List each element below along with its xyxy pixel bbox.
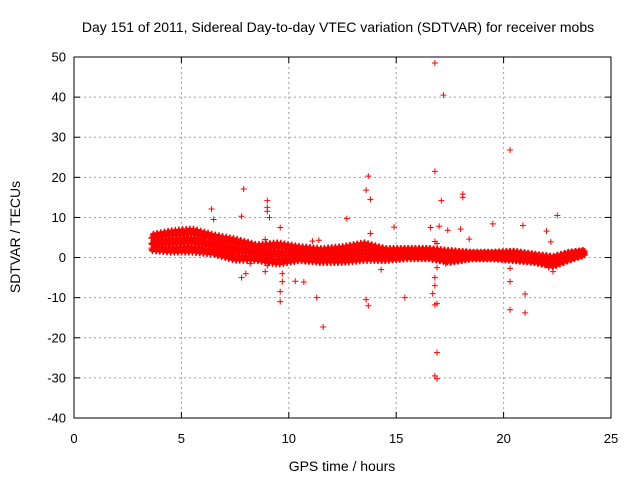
y-tick-label: 50 [52,50,66,65]
data-point-outlier [545,264,552,271]
data-point-outlier [277,288,284,295]
y-tick-label: 0 [59,250,66,265]
data-point-outlier [264,262,271,269]
data-point-outlier [434,264,441,271]
data-point-outlier [279,278,286,285]
data-point-outlier [522,309,529,316]
data-point-outlier [238,213,245,220]
data-point-outlier [431,274,438,281]
data-point-outlier [431,282,438,289]
data-point-outlier [281,250,288,257]
x-tick-label: 20 [496,431,510,446]
data-point-outlier [367,230,374,237]
data-point-outlier [427,224,434,231]
x-axis-title: GPS time / hours [289,458,396,474]
data-point-outlier [547,238,554,245]
data-points [148,60,588,382]
data-point-outlier [277,298,284,305]
data-point-outlier [320,323,327,330]
data-point-outlier [434,240,441,247]
y-axis-title: SDTVAR / TECUs [7,181,23,293]
y-tick-label: 30 [52,130,66,145]
x-tick-label: 15 [389,431,403,446]
data-point-outlier [519,222,526,229]
y-tick-label: 40 [52,90,66,105]
data-point-outlier [242,270,249,277]
data-point-outlier [401,294,408,301]
data-point-outlier [208,206,215,213]
data-point-outlier [363,296,370,303]
data-point-outlier [507,306,514,313]
axis-ticks: -40 -30 -20 -10 0 10 20 30 40 50 0 5 10 15 20 25 [47,50,618,447]
data-point-outlier [343,215,350,222]
data-point-outlier [240,185,247,192]
data-point-outlier [442,260,449,267]
chart-title: Day 151 of 2011, Sidereal Day-to-day VTE… [82,19,594,35]
data-point [581,248,588,255]
data-point-outlier [309,238,316,245]
data-point-outlier [262,268,269,275]
y-tick-label: -20 [47,330,66,345]
y-tick-label: -10 [47,290,66,305]
data-point-outlier [429,290,436,297]
y-tick-label: -40 [47,411,66,426]
data-point-outlier [466,236,473,243]
data-point-outlier [554,212,561,219]
data-point-outlier [365,302,372,309]
y-tick-label: -30 [47,370,66,385]
data-point-outlier [459,194,466,201]
data-point-outlier [434,375,441,382]
data-point-outlier [210,216,217,223]
y-tick-label: 10 [52,210,66,225]
gridlines [74,57,611,418]
data-point-outlier [264,197,271,204]
data-point-outlier [264,208,271,215]
x-tick-label: 10 [282,431,296,446]
data-point-outlier [489,220,496,227]
data-point-outlier [247,260,254,267]
data-point-outlier [431,60,438,67]
data-point-outlier [391,224,398,231]
y-tick-label: 20 [52,170,66,185]
data-point-outlier [438,197,445,204]
data-point-outlier [457,226,464,233]
data-point-outlier [262,236,269,243]
data-point-outlier [315,237,322,244]
data-point-outlier [444,227,451,234]
data-point-outlier [266,214,273,221]
x-tick-label: 25 [604,431,618,446]
data-point-outlier [238,274,245,281]
data-point-outlier [522,291,529,298]
data-point-outlier [367,196,374,203]
data-point-outlier [279,270,286,277]
data-point-outlier [434,300,441,307]
data-point-outlier [313,294,320,301]
data-point-outlier [363,187,370,194]
data-point-outlier [300,279,307,286]
data-point-outlier [507,147,514,154]
data-point-outlier [434,349,441,356]
plot-frame [73,56,612,419]
data-point-outlier [378,266,385,273]
data-point-outlier [507,265,514,272]
data-point-outlier [550,268,557,275]
data-point-outlier [292,278,299,285]
data-point-outlier [543,260,550,267]
data-point-outlier [431,168,438,175]
data-point-outlier [365,173,372,180]
data-point-outlier [440,92,447,99]
data-point-outlier [543,228,550,235]
x-tick-label: 0 [70,431,77,446]
x-tick-label: 5 [178,431,185,446]
data-point-outlier [277,224,284,231]
data-point-outlier [507,278,514,285]
data-point-outlier [436,223,443,230]
